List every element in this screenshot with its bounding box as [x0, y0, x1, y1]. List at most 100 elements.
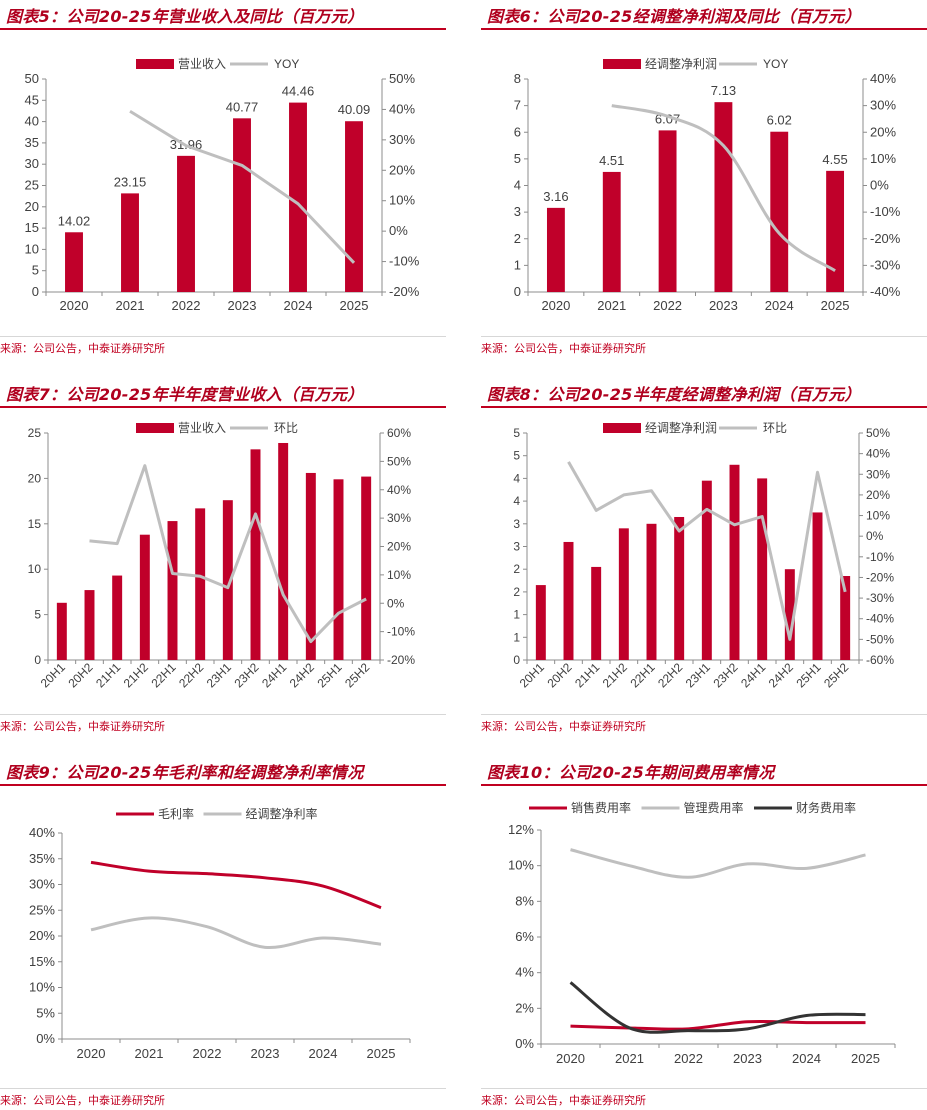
left-tick-label: 1: [513, 630, 520, 644]
left-tick-label: 15: [25, 220, 39, 235]
x-tick-label: 23H1: [683, 660, 713, 690]
chart5-title-bar: 图表5：公司20-25年营业收入及同比（百万元）: [0, 0, 446, 30]
y-tick-label: 0%: [36, 1031, 55, 1046]
chart7-source: 来源：公司公告，中泰证券研究所: [0, 720, 165, 733]
right-tick-label: 10%: [870, 151, 896, 166]
right-tick-label: 30%: [389, 132, 415, 147]
right-tick-label: 50%: [387, 454, 411, 468]
x-tick-label: 23H2: [710, 660, 740, 690]
left-tick-label: 0: [34, 653, 41, 667]
y-tick-label: 25%: [29, 902, 55, 917]
bar-data-label: 4.51: [599, 153, 624, 168]
left-tick-label: 5: [513, 426, 520, 440]
y-tick-label: 10%: [29, 980, 55, 995]
left-tick-label: 3: [514, 204, 521, 219]
chart5-panel: 图表5：公司20-25年营业收入及同比（百万元） 营业收入 YOY 0 5 10 15 20…: [0, 0, 446, 370]
right-tick-label: -30%: [866, 591, 894, 605]
right-tick-label: -20%: [387, 653, 415, 667]
left-tick-label: 0: [32, 284, 39, 299]
chart8-title: 图表8：公司20-25半年度经调整净利润（百万元）: [487, 385, 861, 404]
left-tick-label: 1: [514, 257, 521, 272]
left-tick-label: 6: [514, 124, 521, 139]
right-tick-label: 60%: [387, 426, 411, 440]
right-tick-label: -10%: [866, 550, 894, 564]
chart7-panel: 图表7：公司20-25年半年度营业收入（百万元） 营业收入 环比 0 5 10 15 20 2…: [0, 378, 446, 748]
chart5-source: 来源：公司公告，中泰证券研究所: [0, 342, 165, 355]
bar: [112, 575, 123, 660]
left-tick-label: 8: [514, 71, 521, 86]
legend-label: 毛利率: [158, 806, 194, 821]
right-tick-label: -30%: [870, 257, 901, 272]
chart9-title-bar: 图表9：公司20-25年毛利率和经调整净利率情况: [0, 756, 446, 786]
x-tick-label: 24H1: [259, 660, 289, 690]
legend-bar-swatch: [603, 59, 641, 69]
line-series-环比: [567, 461, 847, 641]
left-tick-label: 50: [25, 71, 39, 86]
x-tick-label: 23H1: [204, 660, 234, 690]
bar: [757, 478, 768, 660]
bar-data-label: 14.02: [58, 213, 91, 228]
right-tick-label: 10%: [866, 509, 890, 523]
left-tick-label: 2: [514, 231, 521, 246]
chart6-source: 来源：公司公告，中泰证券研究所: [481, 342, 646, 355]
right-tick-label: 20%: [866, 488, 890, 502]
chart8-panel: 图表8：公司20-25半年度经调整净利润（百万元） 经调整净利润 环比 0 1 1 2 2 3…: [481, 378, 927, 748]
chart5-svg: 营业收入 YOY05101520253035404550-20%-10%0%10%…: [25, 57, 420, 313]
bar: [546, 207, 565, 292]
bar: [701, 480, 712, 660]
x-tick-label: 2025: [851, 1051, 880, 1066]
right-tick-label: 20%: [387, 540, 411, 554]
legend-bar-swatch: [603, 423, 641, 433]
x-tick-label: 2021: [597, 298, 626, 313]
chart10-svg: 销售费用率 管理费用率 财务费用率 0% 2% 4% 6% 8% 10% 12% 2020 2021 2…: [508, 800, 896, 1066]
chart7-title: 图表7：公司20-25年半年度营业收入（百万元）: [6, 385, 364, 404]
bar: [361, 476, 372, 660]
legend-bar-label: 经调整净利润: [645, 420, 717, 435]
left-tick-label: 5: [32, 263, 39, 278]
x-tick-label: 2022: [674, 1051, 703, 1066]
bar: [618, 528, 629, 660]
x-tick-label: 2024: [765, 298, 794, 313]
right-tick-label: -60%: [866, 653, 894, 667]
bar-data-label: 44.46: [282, 84, 315, 99]
left-tick-label: 30: [25, 156, 39, 171]
y-tick-label: 0%: [515, 1036, 534, 1051]
bar: [770, 131, 789, 292]
x-tick-label: 21H2: [121, 660, 151, 690]
x-tick-label: 24H2: [766, 660, 796, 690]
y-tick-label: 12%: [508, 822, 534, 837]
left-tick-label: 7: [514, 98, 521, 113]
right-tick-label: -20%: [870, 231, 901, 246]
chart9-panel: 图表9：公司20-25年毛利率和经调整净利率情况 毛利率 经调整净利率 0% 5% 10…: [0, 756, 446, 1110]
chart10-title: 图表10：公司20-25年期间费用率情况: [487, 763, 775, 782]
chart6-title: 图表6：公司20-25经调整净利润及同比（百万元）: [487, 7, 861, 26]
x-tick-label: 21H1: [93, 660, 123, 690]
x-tick-label: 2025: [340, 298, 369, 313]
legend-bar-swatch: [136, 423, 174, 433]
chart6-title-bar: 图表6：公司20-25经调整净利润及同比（百万元）: [481, 0, 927, 30]
chart10-panel: 图表10：公司20-25年期间费用率情况 销售费用率 管理费用率 财务费用率 0% 2%…: [481, 756, 927, 1110]
chart9-source: 来源：公司公告，中泰证券研究所: [0, 1094, 165, 1107]
left-tick-label: 2: [513, 585, 520, 599]
legend-line-label: 环比: [763, 421, 787, 435]
left-tick-label: 15: [28, 517, 42, 531]
chart10-title-bar: 图表10：公司20-25年期间费用率情况: [481, 756, 927, 786]
right-tick-label: 40%: [866, 447, 890, 461]
left-tick-label: 20: [28, 471, 42, 485]
x-tick-label: 20H2: [65, 660, 95, 690]
x-tick-label: 2023: [251, 1046, 280, 1061]
right-tick-label: 40%: [387, 483, 411, 497]
bar: [333, 479, 344, 660]
bar: [812, 512, 823, 660]
right-tick-label: 0%: [389, 223, 408, 238]
bar: [646, 523, 657, 660]
y-tick-label: 2%: [515, 1000, 534, 1015]
x-tick-label: 25H2: [821, 660, 851, 690]
right-tick-label: 10%: [389, 193, 415, 208]
y-tick-label: 4%: [515, 965, 534, 980]
bar: [139, 534, 150, 660]
y-tick-label: 35%: [29, 851, 55, 866]
x-tick-label: 22H2: [176, 660, 206, 690]
chart7-title-bar: 图表7：公司20-25年半年度营业收入（百万元）: [0, 378, 446, 408]
x-tick-label: 2020: [541, 298, 570, 313]
